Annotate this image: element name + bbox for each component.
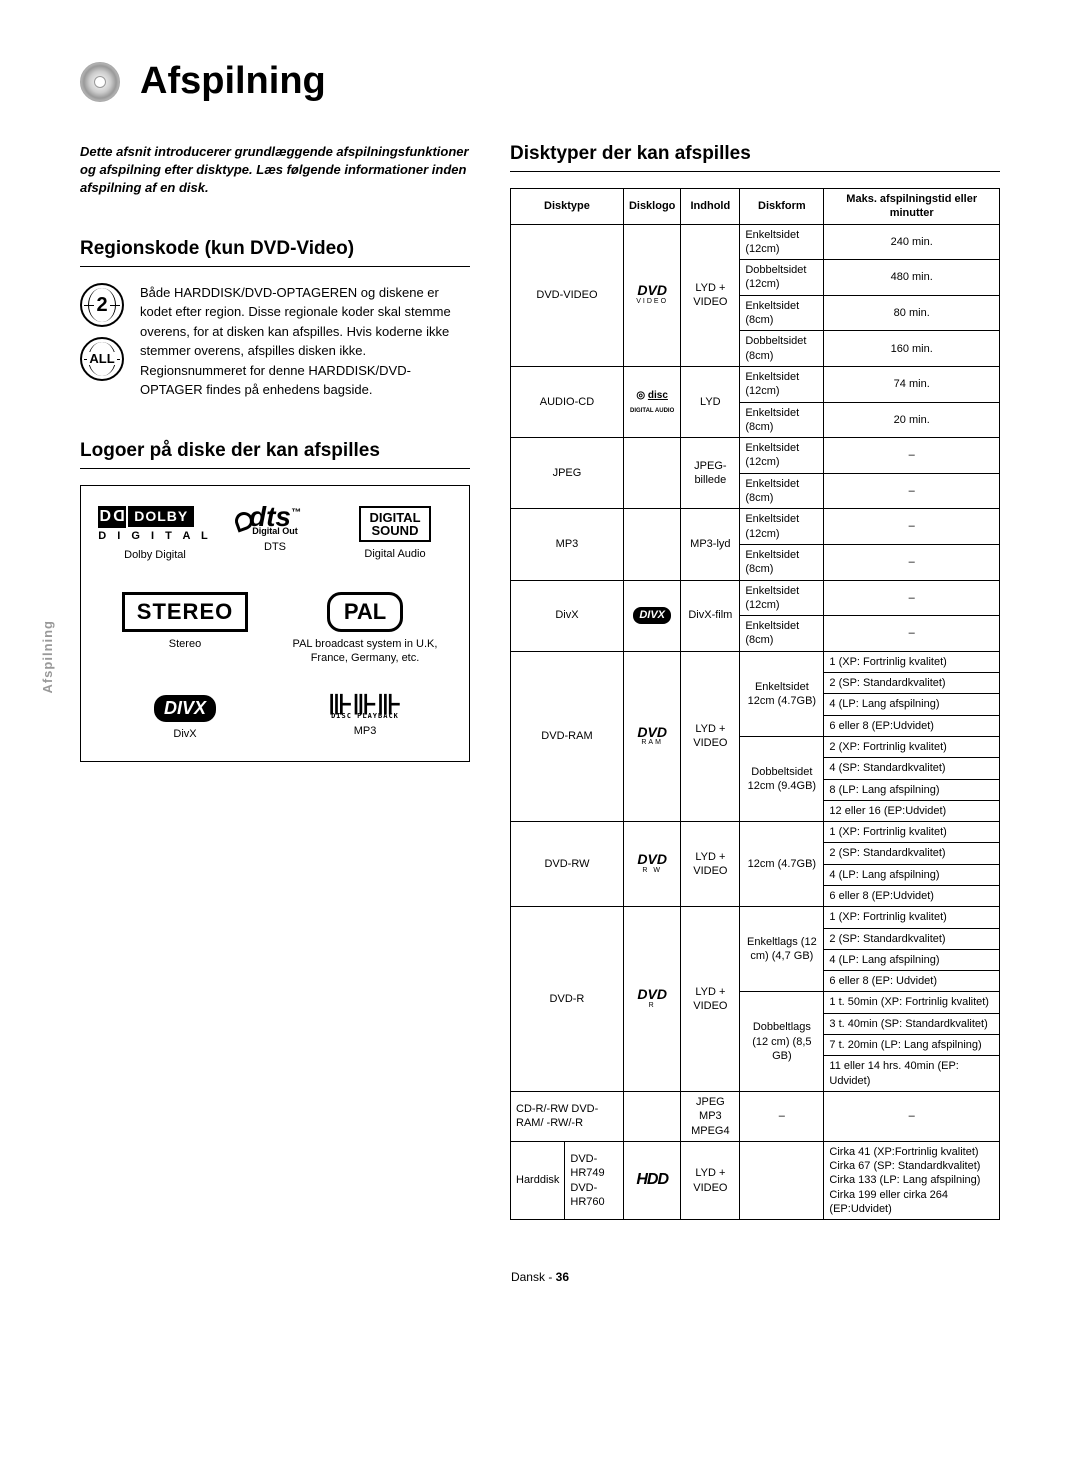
disks-heading: Disktyper der kan afspilles: [510, 143, 1000, 172]
page-header: Afspilning: [80, 60, 1000, 103]
table-header-row: Disktype Disklogo Indhold Diskform Maks.…: [511, 189, 1000, 225]
mp3-logo: ⊪⊪⊪DISC PLAYBACK MP3: [275, 695, 455, 739]
logos-box: DDDOLBY D I G I T A L Dolby Digital dts™…: [80, 485, 470, 763]
region-text: Både HARDDISK/DVD-OPTAGEREN og diskene e…: [140, 283, 470, 400]
side-tab: Afspilning: [40, 620, 55, 694]
divx-logo: DIVX DivX: [95, 695, 275, 742]
pal-logo: PAL PAL broadcast system in U.K, France,…: [275, 592, 455, 665]
region-globe-all: ALL: [80, 337, 124, 381]
intro-text: Dette afsnit introducerer grundlæggende …: [80, 143, 470, 198]
region-heading: Regionskode (kun DVD-Video): [80, 238, 470, 267]
disc-table: Disktype Disklogo Indhold Diskform Maks.…: [510, 188, 1000, 1220]
dolby-logo: DDDOLBY D I G I T A L Dolby Digital: [95, 506, 215, 562]
stereo-logo: STEREO Stereo: [95, 592, 275, 652]
region-globe-2: 2: [80, 283, 124, 327]
digital-sound-logo: DIGITALSOUND Digital Audio: [335, 506, 455, 561]
logos-heading: Logoer på diske der kan afspilles: [80, 440, 470, 469]
page-footer: Dansk - 36: [80, 1270, 1000, 1284]
page-title: Afspilning: [140, 60, 326, 103]
disc-icon: [80, 62, 120, 102]
dts-logo: dts™Digital Out DTS: [215, 506, 335, 555]
region-block: 2 ALL Både HARDDISK/DVD-OPTAGEREN og dis…: [80, 283, 470, 400]
